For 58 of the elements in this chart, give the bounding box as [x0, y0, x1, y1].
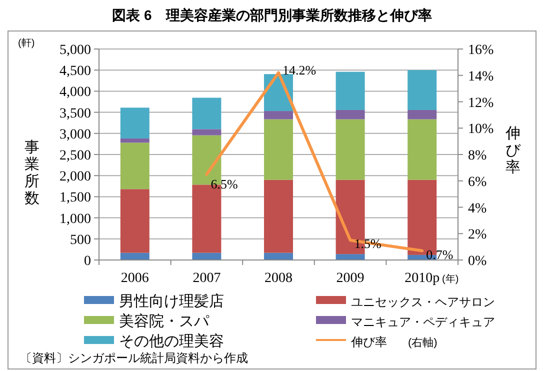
legend-label: マニキュア・ペディキュア [351, 315, 495, 329]
bar [120, 142, 150, 190]
y2-tick-label: 16% [468, 43, 494, 58]
bar [192, 252, 222, 260]
text: (右軸) [408, 336, 438, 349]
y-tick-label: 500 [70, 232, 91, 248]
x-tick-label: 2010p [404, 271, 440, 286]
y2-tick-label: 8% [468, 148, 487, 164]
x-tick-label: 2006 [120, 271, 149, 286]
y2-tick-label: 0% [468, 254, 487, 269]
x-tick-label: 2009 [336, 271, 364, 286]
bar [120, 138, 150, 143]
y2-tick-label: 10% [468, 122, 494, 138]
y-tick-label: 4,500 [60, 64, 91, 80]
bar [120, 108, 150, 138]
y-tick-label: 3,000 [60, 127, 91, 142]
bar [264, 119, 293, 180]
y-tick-label: 5,000 [60, 43, 91, 58]
bar [264, 180, 293, 253]
x-tick-label: 2008 [264, 271, 292, 286]
y-tick-label: 3,500 [60, 106, 91, 122]
text: (軒) [18, 38, 35, 49]
legend-label: 伸び率 [350, 335, 387, 349]
legend-label: その他の理美容 [119, 333, 224, 350]
bar [336, 72, 365, 110]
text: 〔資料〕シンガポール統計局資料から作成 [20, 351, 248, 365]
bar [408, 119, 437, 180]
bar [336, 254, 365, 260]
legend-label: 男性向け理髪店 [119, 293, 224, 310]
y-axis-title: 事業所数 [24, 139, 40, 207]
bar [336, 119, 365, 180]
legend-label: 美容院・スパ [119, 313, 210, 330]
data-label: 14.2% [282, 62, 316, 78]
y2-tick-label: 14% [468, 69, 494, 84]
y-tick-label: 2,500 [60, 148, 91, 164]
y-tick-label: 4,000 [60, 85, 91, 100]
bar [408, 110, 437, 120]
text: (年) [442, 273, 459, 285]
y-tick-label: 0 [84, 254, 91, 269]
y2-tick-label: 6% [468, 174, 487, 190]
chart-title: 図表 6 理美容産業の部門別事業所数推移と伸び率 [112, 7, 432, 23]
bar [192, 98, 222, 130]
y2-tick-label: 12% [468, 96, 494, 111]
x-tick-label: 2007 [192, 271, 221, 286]
bar [264, 111, 293, 120]
y-tick-label: 1,000 [60, 212, 91, 227]
y-tick-label: 1,500 [60, 190, 91, 206]
y-tick-label: 2,000 [60, 170, 91, 185]
bar [120, 252, 150, 260]
bar [120, 189, 150, 253]
y2-tick-label: 4% [468, 201, 487, 216]
bar [336, 110, 365, 120]
bar [192, 129, 222, 136]
y2-axis-title: 伸び率 [504, 125, 522, 176]
legend-label: ユニセックス・ヘアサロン [351, 295, 495, 309]
bar [408, 70, 437, 110]
y2-tick-label: 2% [468, 228, 487, 243]
bar [264, 252, 293, 260]
